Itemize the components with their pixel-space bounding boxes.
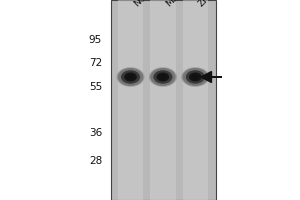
Ellipse shape <box>181 67 209 87</box>
Ellipse shape <box>150 68 176 86</box>
Text: MDA-MB453: MDA-MB453 <box>164 0 209 8</box>
Text: 55: 55 <box>89 82 102 92</box>
Ellipse shape <box>157 72 169 82</box>
Ellipse shape <box>189 72 202 82</box>
Ellipse shape <box>116 67 145 87</box>
Ellipse shape <box>153 70 172 84</box>
Ellipse shape <box>191 74 199 80</box>
Text: ZR-75-1: ZR-75-1 <box>197 0 228 8</box>
Ellipse shape <box>118 68 143 86</box>
Ellipse shape <box>127 74 134 80</box>
Text: 95: 95 <box>89 35 102 45</box>
Bar <box>150 0 176 200</box>
Text: 72: 72 <box>89 58 102 68</box>
Ellipse shape <box>186 70 205 84</box>
Text: 36: 36 <box>89 128 102 138</box>
Bar <box>182 0 208 200</box>
Bar <box>118 0 143 200</box>
Ellipse shape <box>149 67 177 87</box>
FancyArrow shape <box>201 72 222 82</box>
Ellipse shape <box>182 68 208 86</box>
Text: 28: 28 <box>89 156 102 166</box>
Ellipse shape <box>124 72 137 82</box>
Ellipse shape <box>159 74 167 80</box>
Text: NCI-H292: NCI-H292 <box>132 0 169 8</box>
Bar <box>111 0 216 200</box>
Ellipse shape <box>121 70 140 84</box>
